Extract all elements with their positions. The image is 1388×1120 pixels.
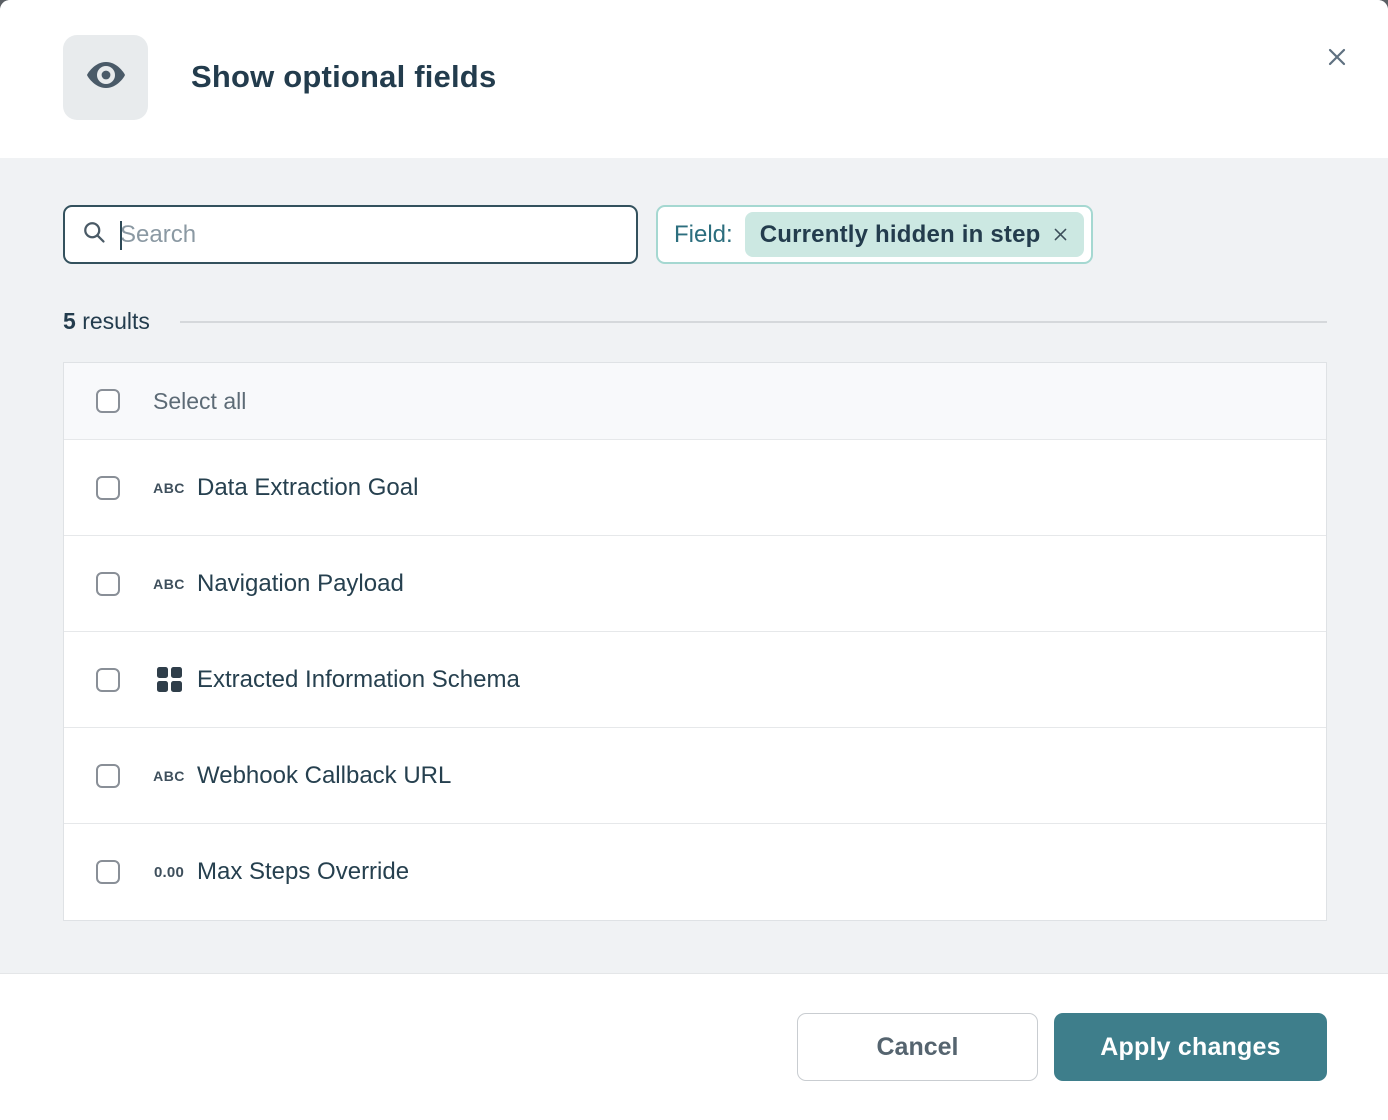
field-filter: Field: Currently hidden in step [656, 205, 1093, 264]
schema-grid-icon [151, 667, 187, 692]
results-label: results [82, 308, 150, 334]
field-row-extracted-information-schema[interactable]: Extracted Information Schema [64, 632, 1326, 728]
field-label: Max Steps Override [197, 858, 410, 885]
number-type-icon: 0.00 [154, 863, 184, 881]
select-all-row[interactable]: Select all [64, 363, 1326, 440]
search-icon [81, 219, 108, 251]
text-type-icon: ABC [153, 767, 185, 784]
search-box [63, 205, 638, 264]
filter-chip-label: Currently hidden in step [759, 220, 1041, 248]
cancel-button[interactable]: Cancel [797, 1013, 1038, 1081]
close-dialog-button[interactable] [1319, 40, 1355, 76]
field-checkbox[interactable] [96, 667, 120, 692]
text-type-icon: ABC [153, 575, 185, 592]
field-filter-label: Field: [674, 220, 733, 248]
results-count: 5 [63, 308, 76, 334]
results-divider [179, 320, 1327, 323]
dialog-footer: Cancel Apply changes [0, 973, 1388, 1120]
eye-icon-badge [63, 34, 148, 120]
field-checkbox[interactable] [96, 860, 120, 884]
dialog-header: Show optional fields [0, 0, 1388, 158]
results-count-text: 5 results [63, 308, 150, 335]
remove-filter-icon[interactable] [1050, 224, 1072, 246]
field-label: Navigation Payload [197, 569, 404, 597]
eye-icon [83, 52, 129, 103]
field-checkbox[interactable] [96, 571, 120, 596]
filter-chip-currently-hidden[interactable]: Currently hidden in step [744, 212, 1084, 257]
field-label: Extracted Information Schema [197, 665, 520, 693]
text-type-icon: ABC [153, 479, 185, 496]
search-input[interactable] [120, 220, 622, 249]
text-caret [120, 221, 122, 250]
field-row-max-steps-override[interactable]: 0.00 Max Steps Override [64, 824, 1326, 920]
field-row-navigation-payload[interactable]: ABC Navigation Payload [64, 536, 1326, 632]
apply-changes-button[interactable]: Apply changes [1054, 1013, 1327, 1081]
close-icon [1323, 43, 1351, 74]
fields-list: Select all ABC Data Extraction Goal ABC … [63, 362, 1327, 921]
select-all-checkbox[interactable] [96, 389, 120, 413]
select-all-label: Select all [153, 387, 247, 414]
controls-row: Field: Currently hidden in step [63, 205, 1327, 264]
field-label: Webhook Callback URL [197, 761, 452, 789]
results-row: 5 results [63, 308, 1327, 335]
dialog-title: Show optional fields [191, 59, 497, 94]
field-checkbox[interactable] [96, 475, 120, 500]
field-label: Data Extraction Goal [197, 473, 419, 501]
field-row-data-extraction-goal[interactable]: ABC Data Extraction Goal [64, 440, 1326, 536]
field-checkbox[interactable] [96, 763, 120, 788]
dialog-body: Field: Currently hidden in step 5 result… [0, 158, 1388, 973]
field-row-webhook-callback-url[interactable]: ABC Webhook Callback URL [64, 728, 1326, 824]
